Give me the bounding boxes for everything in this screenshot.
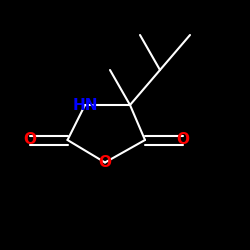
Text: O: O (98, 155, 112, 170)
Text: HN: HN (72, 98, 98, 112)
Text: O: O (176, 132, 189, 148)
Text: O: O (24, 132, 36, 148)
